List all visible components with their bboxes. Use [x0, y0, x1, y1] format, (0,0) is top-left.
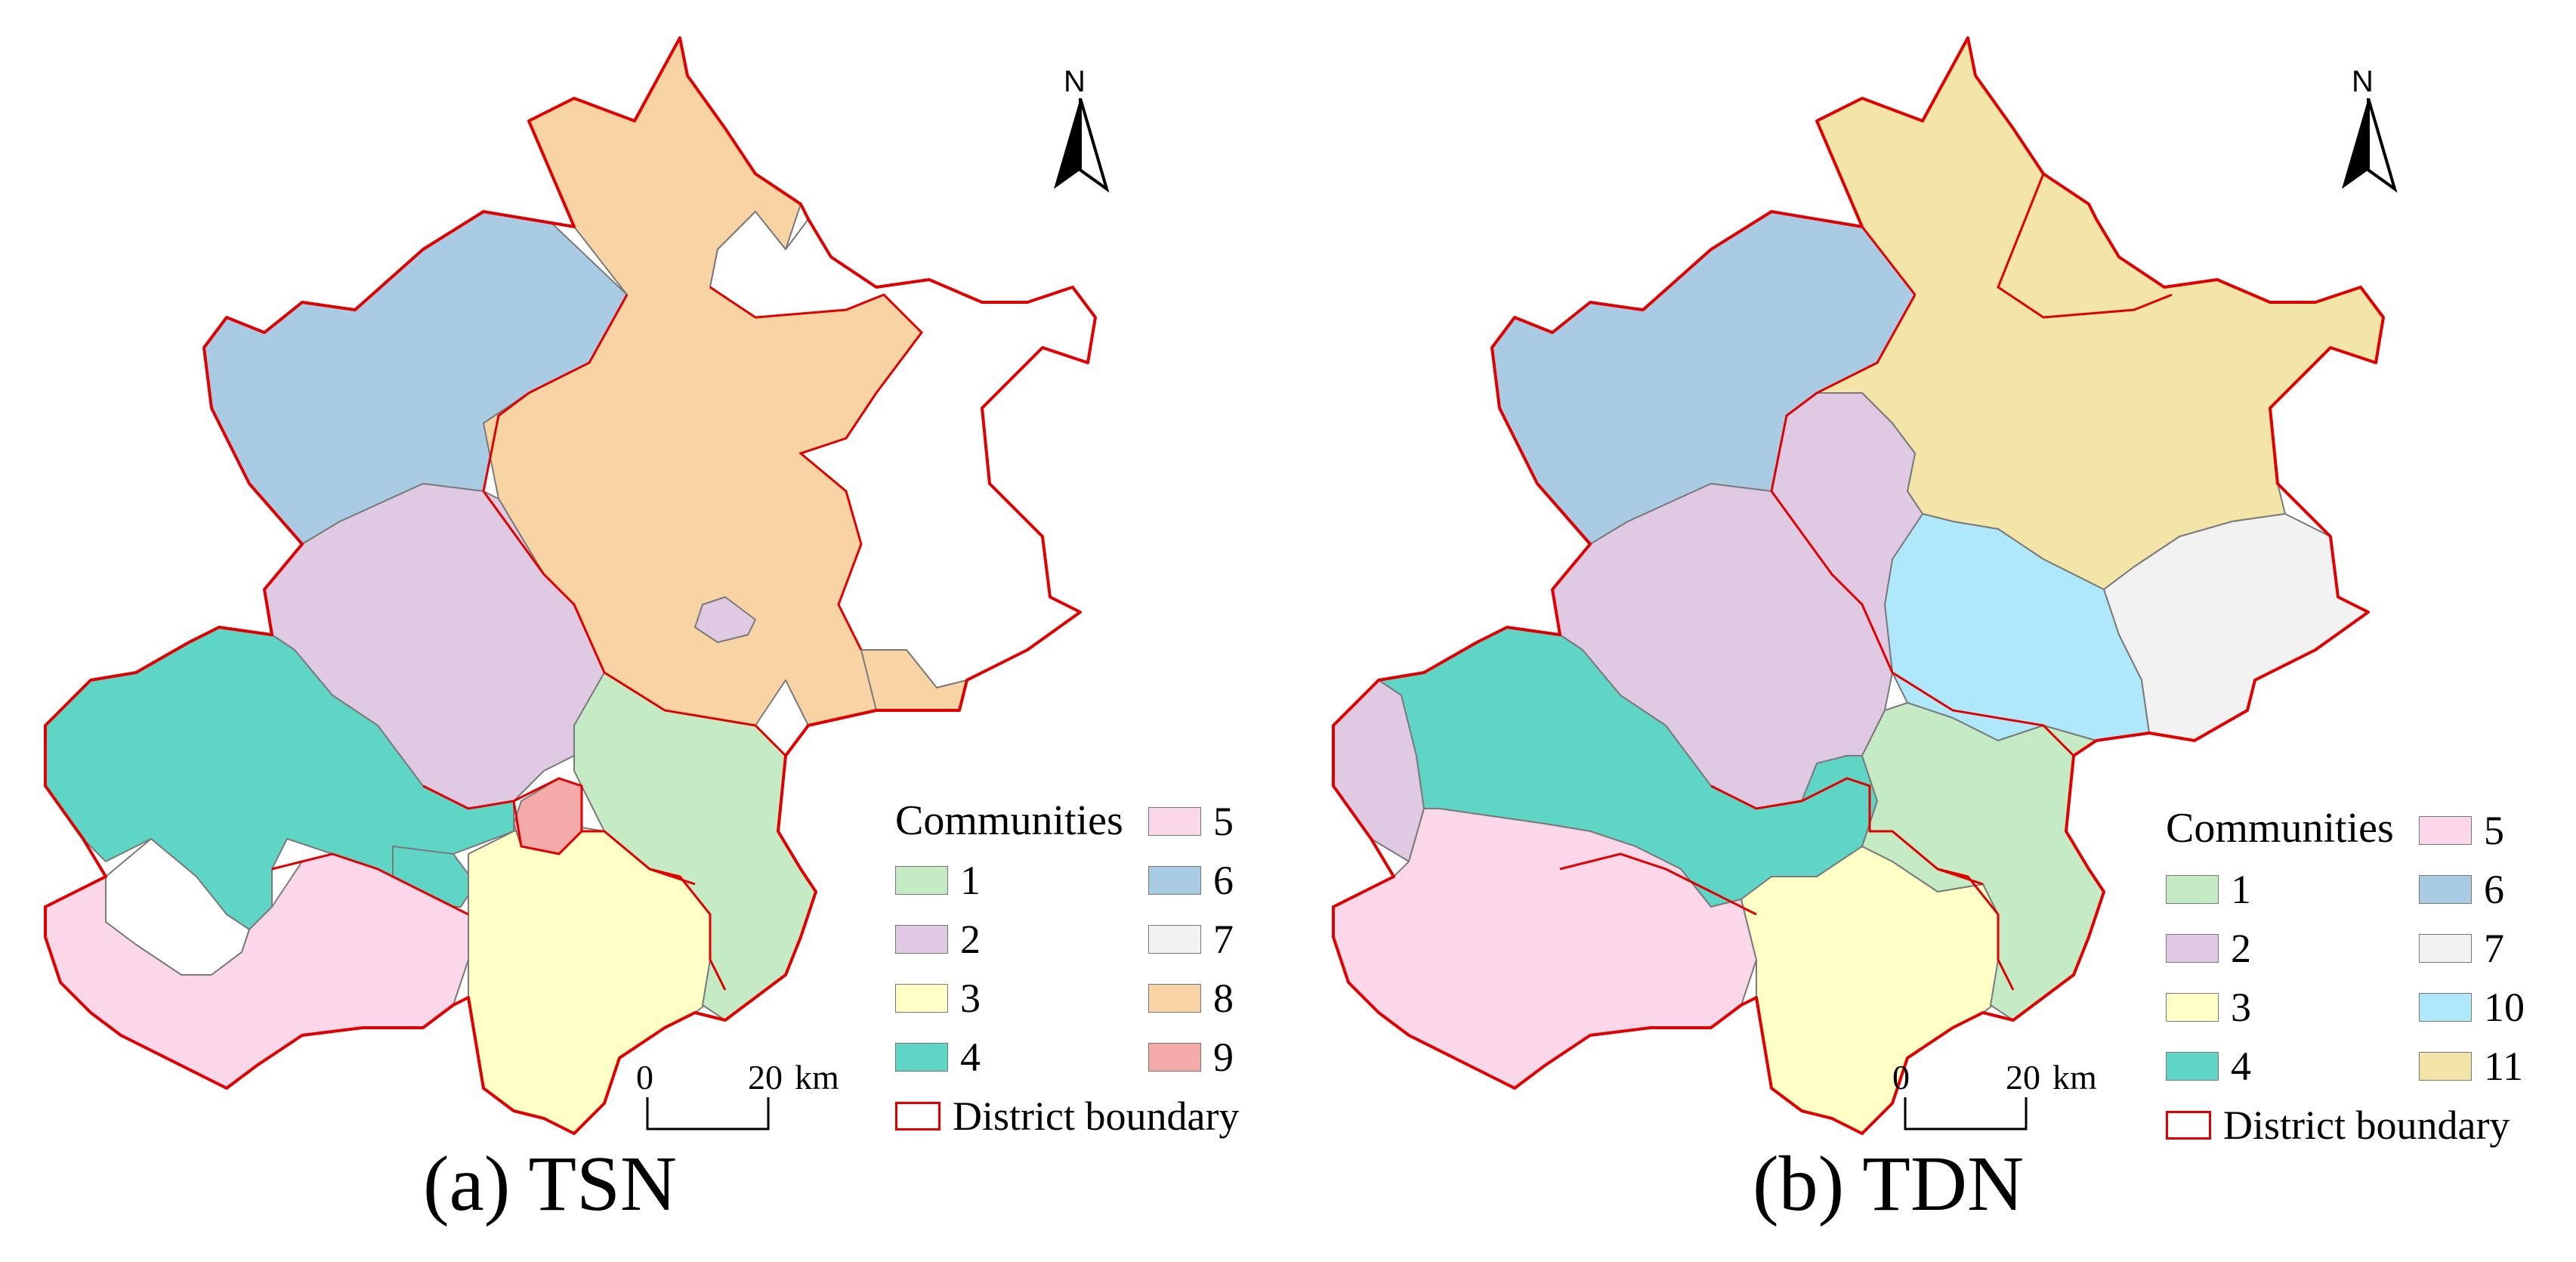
legend-label: 7 — [1213, 917, 1234, 962]
legend-label: District boundary — [2223, 1103, 2510, 1148]
legend-item-5: 5 — [2419, 810, 2504, 851]
legend-label: 3 — [2231, 985, 2251, 1030]
legend-label: 1 — [2231, 867, 2251, 912]
scale-end-label: 20 — [748, 1058, 783, 1097]
tdn-community-map — [1332, 36, 2385, 1135]
legend-swatch — [1148, 984, 1201, 1013]
legend-label: 5 — [1213, 799, 1234, 844]
legend-item-3: 3 — [2166, 987, 2251, 1028]
scale-unit-label: km — [2052, 1058, 2097, 1097]
north-label: N — [1064, 65, 1086, 98]
legend-swatch — [2419, 993, 2472, 1022]
community-2-small-region — [694, 596, 756, 643]
legend-item-3: 3 — [895, 978, 981, 1019]
legend-label: 7 — [2484, 926, 2504, 971]
legend-label: District boundary — [953, 1093, 1240, 1139]
legend-swatch — [895, 1043, 948, 1072]
legend-swatch — [2166, 1052, 2219, 1081]
legend-label: 4 — [960, 1035, 981, 1080]
district-boundary-internal — [1559, 173, 2173, 991]
panel-caption: (a) TSN — [423, 1140, 678, 1227]
legend-swatch — [2419, 934, 2472, 963]
legend-item-11: 11 — [2419, 1046, 2523, 1087]
panel-caption: (b) TDN — [1753, 1140, 2025, 1227]
legend-label: 2 — [960, 917, 981, 962]
legend-item-2: 2 — [2166, 928, 2251, 969]
tsn-community-map — [44, 36, 1097, 1135]
legend-label: 4 — [2231, 1044, 2251, 1089]
legend-swatch — [2166, 1111, 2211, 1140]
legend-swatch — [2166, 934, 2219, 963]
legend-item-9: 9 — [1148, 1037, 1234, 1078]
legend-item-10: 10 — [2419, 987, 2525, 1028]
legend-label: 5 — [2484, 808, 2504, 853]
legend-swatch — [1148, 925, 1201, 954]
scale-bar — [646, 1097, 770, 1131]
panel-a-tsn: N 0 20 km Communities 1 2 3 4 5 6 7 8 9 — [44, 36, 1239, 1227]
legend-label: 11 — [2484, 1044, 2523, 1089]
legend-label: 3 — [960, 976, 981, 1021]
legend-title: Communities — [2166, 805, 2394, 852]
district-boundary-outline — [1332, 36, 2385, 1135]
legend-item-6: 6 — [1148, 860, 1234, 901]
legend-item-4: 4 — [895, 1037, 981, 1078]
legend-label: 10 — [2484, 985, 2525, 1030]
legend-swatch — [1148, 1043, 1201, 1072]
legend-swatch — [1148, 807, 1201, 836]
legend-label: 8 — [1213, 976, 1234, 1021]
legend-title: Communities — [895, 797, 1123, 844]
legend-swatch — [2166, 993, 2219, 1022]
legend-swatch — [2419, 1052, 2472, 1081]
legend-label: 9 — [1213, 1035, 1234, 1080]
panel-b-tdn: N 0 20 km Communities 1 2 3 4 5 6 7 10 1… — [1288, 0, 2576, 1262]
legend-swatch — [1148, 866, 1201, 895]
legend-label: 6 — [2484, 867, 2504, 912]
legend-label: 1 — [960, 858, 981, 903]
north-label: N — [2352, 65, 2374, 98]
community-3-region — [1740, 846, 2014, 1134]
district-boundary-outline — [44, 36, 1097, 1135]
legend-item-8: 8 — [1148, 978, 1234, 1019]
legend-item-6: 6 — [2419, 869, 2504, 910]
legend-swatch — [895, 1102, 941, 1131]
legend-swatch — [2419, 816, 2472, 845]
legend-label: 2 — [2231, 926, 2251, 971]
north-arrow-icon — [1054, 98, 1110, 193]
scale-start-label: 0 — [636, 1058, 653, 1097]
legend-item-district-boundary: District boundary — [895, 1096, 1239, 1137]
scale-start-label: 0 — [1892, 1058, 1910, 1097]
legend-item-1: 1 — [895, 860, 981, 901]
district-boundary-internal — [271, 286, 923, 991]
legend-swatch — [895, 925, 948, 954]
legend-item-2: 2 — [895, 919, 981, 960]
legend-swatch — [895, 866, 948, 895]
legend-item-7: 7 — [1148, 919, 1234, 960]
scale-unit-label: km — [795, 1058, 839, 1097]
scale-end-label: 20 — [2006, 1058, 2040, 1097]
legend-item-7: 7 — [2419, 928, 2504, 969]
legend-swatch — [2166, 875, 2219, 904]
scale-bar — [1904, 1097, 2028, 1131]
legend-item-5: 5 — [1148, 801, 1234, 842]
legend-swatch — [2419, 875, 2472, 904]
legend-item-district-boundary: District boundary — [2166, 1105, 2510, 1146]
north-arrow-icon — [2342, 98, 2398, 193]
legend-item-4: 4 — [2166, 1046, 2251, 1087]
legend-label: 6 — [1213, 858, 1234, 903]
legend-item-1: 1 — [2166, 869, 2251, 910]
legend-swatch — [895, 984, 948, 1013]
